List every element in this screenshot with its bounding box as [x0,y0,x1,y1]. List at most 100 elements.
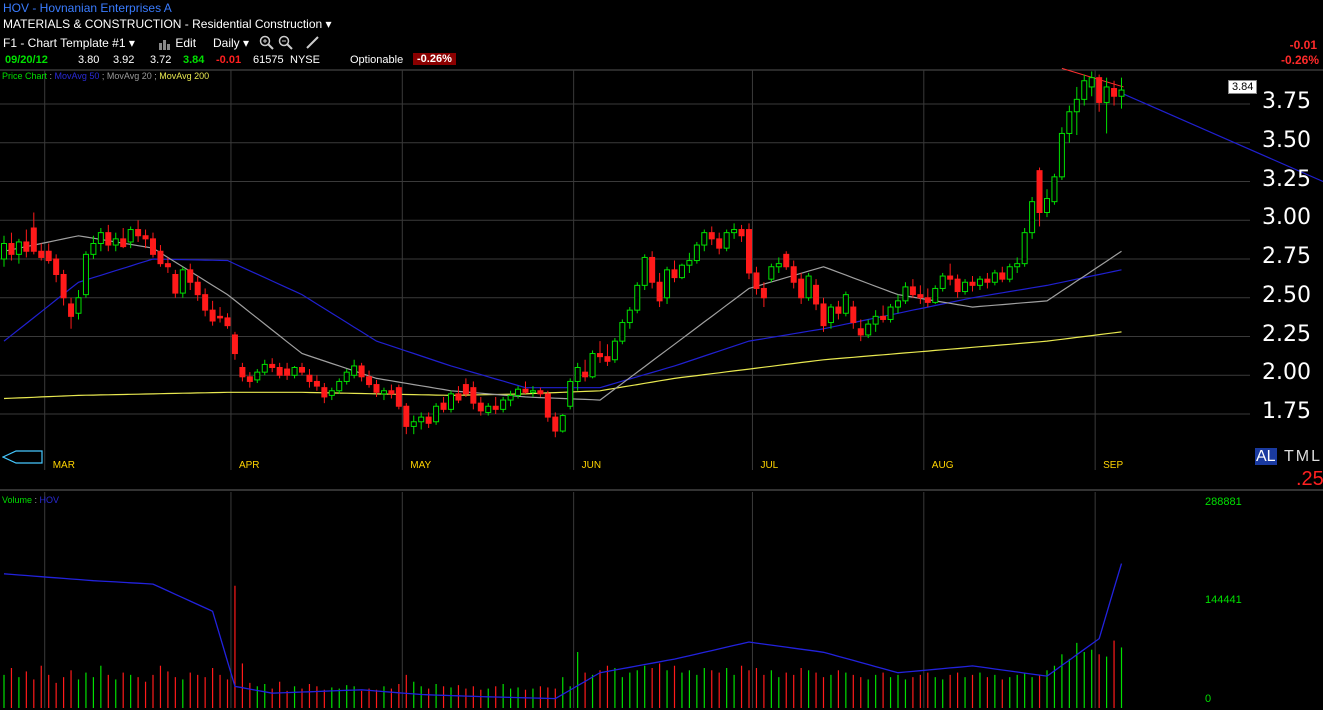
candle [1,235,7,267]
side-label-tml[interactable]: TML [1284,448,1322,465]
candle [1088,71,1095,97]
candle [760,282,767,308]
candle [589,350,596,379]
price-tick-label: 1.75 [1262,399,1311,424]
candle [299,362,305,376]
side-label-al[interactable]: AL [1255,448,1277,466]
candle [641,254,648,290]
candle [328,387,335,401]
bar-chart-icon [159,39,170,50]
candle [716,232,723,255]
candle [269,358,276,373]
candle [462,378,469,397]
last-price-tag: 3.84 [1228,80,1258,95]
candle [150,232,156,258]
candle [388,384,395,399]
candle [60,269,67,306]
candle [135,220,142,242]
candle [567,378,574,410]
candle [991,269,998,286]
candle [895,294,901,314]
candle [634,282,641,314]
candle [738,224,745,242]
period-selector[interactable]: Daily ▾ [213,35,249,51]
candle [470,381,477,410]
candle [842,291,849,317]
legend-ma20: MovAvg 20 [106,71,152,81]
candle [105,224,112,252]
candle [805,272,812,301]
candle [1073,86,1080,135]
ma200-line [3,331,1122,400]
candle [626,307,633,329]
candle [872,310,879,332]
candle [1066,105,1073,143]
candle [947,263,954,286]
quote-low: 3.72 [150,54,172,66]
candle [373,379,380,397]
candle [23,229,30,258]
candle [857,319,864,342]
candle [53,254,60,283]
candle [1111,80,1118,106]
side-label-value: .25 [1296,468,1323,490]
candle [678,263,685,280]
candle [649,251,656,289]
candle [917,285,924,304]
candle [656,272,663,308]
month-label: AUG [931,460,954,471]
candle [1096,74,1103,112]
period-label: Daily [213,36,240,50]
candle [537,387,544,397]
candle [261,359,268,376]
ma50-line [3,258,1122,389]
top-right-change: -0.01 [1289,38,1317,52]
candle [798,272,805,304]
candle [932,285,939,304]
price-chart[interactable] [0,0,1323,490]
candle [425,412,432,428]
candle [902,282,909,304]
candle [969,276,976,292]
symbol-title[interactable]: HOV - Hovnanian Enterprises A [3,1,172,15]
candle [1058,127,1065,180]
quote-open: 3.80 [78,54,100,66]
quote-exchange: NYSE [290,54,320,66]
candle [194,276,201,301]
chevron-down-icon: ▾ [243,36,250,50]
zoom-in-icon[interactable] [259,35,274,50]
scroll-left-icon[interactable] [2,450,44,464]
candle [202,288,209,317]
volume-line [3,563,1123,700]
candle [306,369,313,388]
zoom-out-icon[interactable] [278,35,293,50]
candle [939,272,946,292]
candle [179,266,186,298]
symbol-title-text[interactable]: HOV - Hovnanian Enterprises A [3,1,172,15]
chevron-down-icon: ▾ [325,17,332,31]
template-selector[interactable]: F1 - Chart Template #1 ▾ [3,35,135,51]
candle [559,414,566,433]
draw-pen-icon[interactable] [305,35,320,50]
candle [82,251,89,298]
candle [880,305,887,323]
candle [231,331,238,360]
candle [671,260,678,283]
month-label: JUL [760,460,779,471]
candle [746,223,752,280]
candle [217,307,224,323]
quote-volume: 61575 [253,54,284,66]
sector-selector[interactable]: MATERIALS & CONSTRUCTION - Residential C… [3,17,332,31]
month-label: MAY [410,460,432,471]
candle [865,319,872,339]
volume-tick-label: 288881 [1205,496,1242,508]
candle [15,238,22,264]
candle [604,344,611,366]
candle [477,396,484,416]
candle [507,390,514,407]
volume-tick-label: 144441 [1205,594,1242,607]
change-pct-text: -0.26% [413,53,456,65]
price-tick-label: 2.50 [1262,282,1311,308]
edit-button[interactable]: Edit [158,35,196,51]
candle [708,226,715,246]
